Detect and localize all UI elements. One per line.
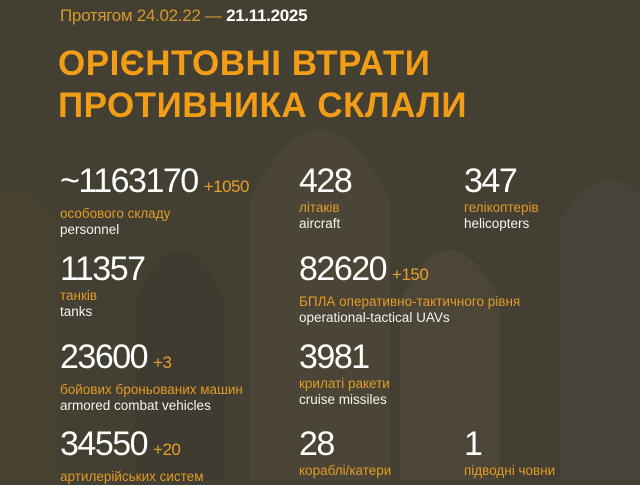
stat-label-ua: крилаті ракети [299,376,390,391]
stat-item-: 34550 +20 артилерійських систем [60,426,203,485]
stat-helicopters: 347 гелікоптерів helicopters [464,163,539,232]
stat-label-ua: гелікоптерів [464,200,539,215]
stat-armored-combat-vehicles: 23600 +3 бойових броньованих машин armored … [60,339,243,414]
stat-value: 3981 [299,338,370,376]
stat-cruise-missiles: 3981 крилаті ракети cruise missiles [299,339,390,408]
stat-label-en: helicopters [464,216,530,231]
stat-label-ua: підводні човни [464,463,556,478]
stat-personnel: ~1163170 +1050 особового складу personnel [60,163,249,238]
stat-value: 347 [464,162,518,200]
stat-label-ua: артилерійських систем [60,469,204,484]
stat-label-ua: особового складу [60,206,171,221]
stat-value: 23600 +3 [60,338,172,376]
stat-operational-tactical-uavs: 82620 +150 БПЛА оперативно-тактичного рівн… [299,251,520,326]
stat-label-ua: танків [60,288,98,303]
stat-aircraft: 428 літаків aircraft [299,162,353,232]
stat-label-ua: кораблі/катери [299,463,392,478]
stat-tanks: 11357 танків tanks [60,250,146,320]
stat-label-en: aircraft [299,216,341,231]
stat-label-en: armored combat vehicles [60,398,211,413]
page-title-line2: ПРОТИВНИКА СКЛАЛИ [58,86,467,125]
stat-label-ua: бойових броньованих машин [60,382,243,397]
stat-label-en: cruise missiles [299,392,387,407]
stat-value: 428 [299,162,353,200]
stat-delta: +150 [392,265,429,284]
stat-value: 34550 +20 [60,425,181,463]
stat-value: 1 [464,425,483,463]
period-end-date: 21.11.2025 [226,6,308,25]
stat-delta: +3 [153,353,172,372]
stat-label-ua: БПЛА оперативно-тактичного рівня [299,294,521,309]
stat-delta: +20 [153,440,181,459]
stat-label-en: tanks [60,304,93,319]
stat-value: 28 [299,425,335,463]
period-label: Протягом 24.02.22 — 21.11.2025 [60,6,308,25]
stat-value: 82620 +150 [299,250,429,288]
stat-value: ~1163170 +1050 [60,162,250,200]
stat-label-ua: літаків [299,200,340,215]
stat-item-: 1 підводні човни [464,426,555,479]
stat-label-en: personnel [60,222,120,237]
stat-value: 11357 [60,250,146,288]
stat-delta: +1050 [203,177,250,196]
page-title-line1: ОРІЄНТОВНІ ВТРАТИ [58,44,431,83]
stat-item-: 28 кораблі/катери [299,426,391,479]
stat-label-en: operational-tactical UAVs [299,310,450,325]
